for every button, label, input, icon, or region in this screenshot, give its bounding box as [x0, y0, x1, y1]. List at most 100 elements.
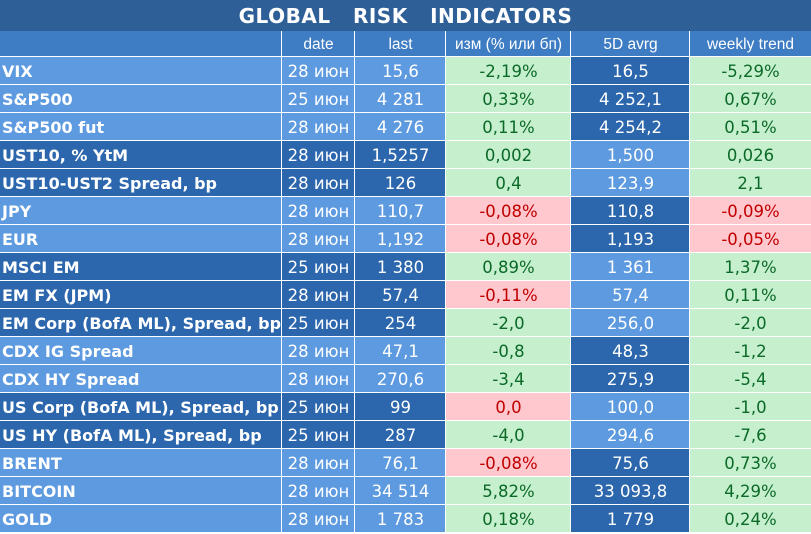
- last-value-cell: 1,192: [355, 225, 446, 252]
- column-header-indicator: [0, 31, 282, 57]
- weekly-trend-cell: 0,67%: [690, 85, 811, 112]
- five-day-average-cell: 75,6: [571, 449, 690, 476]
- group-divider: [0, 252, 811, 253]
- date-cell: 28 июн: [282, 141, 355, 168]
- change-cell: -2,19%: [446, 57, 571, 84]
- column-header-avg5d: 5D avrg: [571, 31, 690, 57]
- five-day-average-cell: 16,5: [571, 57, 690, 84]
- group-divider: [0, 196, 811, 197]
- change-cell: 0,33%: [446, 85, 571, 112]
- weekly-trend-cell: 0,24%: [690, 505, 811, 532]
- column-divider: [281, 31, 282, 534]
- indicator-name: UST10, % YtM: [0, 141, 282, 168]
- change-cell: -0,11%: [446, 281, 571, 308]
- last-value-cell: 4 281: [355, 85, 446, 112]
- date-cell: 28 июн: [282, 449, 355, 476]
- indicator-name: BRENT: [0, 449, 282, 476]
- column-divider: [354, 31, 355, 534]
- last-value-cell: 34 514: [355, 477, 446, 504]
- weekly-trend-cell: -5,4: [690, 365, 811, 392]
- indicator-name: MSCI EM: [0, 253, 282, 280]
- indicator-name: CDX IG Spread: [0, 337, 282, 364]
- column-header-last: last: [355, 31, 446, 57]
- date-cell: 25 июн: [282, 85, 355, 112]
- indicator-name: UST10-UST2 Spread, bp: [0, 169, 282, 196]
- group-divider: [0, 336, 811, 337]
- indicator-name: CDX HY Spread: [0, 365, 282, 392]
- last-value-cell: 1 783: [355, 505, 446, 532]
- weekly-trend-cell: 0,11%: [690, 281, 811, 308]
- five-day-average-cell: 1 361: [571, 253, 690, 280]
- change-cell: -0,08%: [446, 225, 571, 252]
- five-day-average-cell: 100,0: [571, 393, 690, 420]
- change-cell: 0,11%: [446, 113, 571, 140]
- date-cell: 28 июн: [282, 505, 355, 532]
- change-cell: 0,002: [446, 141, 571, 168]
- date-cell: 25 июн: [282, 309, 355, 336]
- indicator-name: JPY: [0, 197, 282, 224]
- weekly-trend-cell: -0,09%: [690, 197, 811, 224]
- column-divider: [570, 31, 571, 534]
- change-cell: -3,4: [446, 365, 571, 392]
- change-cell: 0,89%: [446, 253, 571, 280]
- change-cell: 5,82%: [446, 477, 571, 504]
- last-value-cell: 1,5257: [355, 141, 446, 168]
- five-day-average-cell: 275,9: [571, 365, 690, 392]
- date-cell: 28 июн: [282, 169, 355, 196]
- indicator-name: US HY (BofA ML), Spread, bp: [0, 421, 282, 448]
- group-divider: [0, 140, 811, 141]
- column-header-weekly: weekly trend: [690, 31, 811, 57]
- column-header-date: date: [282, 31, 355, 57]
- five-day-average-cell: 110,8: [571, 197, 690, 224]
- change-cell: 0,18%: [446, 505, 571, 532]
- weekly-trend-cell: -5,29%: [690, 57, 811, 84]
- change-cell: -4,0: [446, 421, 571, 448]
- weekly-trend-cell: 0,026: [690, 141, 811, 168]
- last-value-cell: 287: [355, 421, 446, 448]
- date-cell: 28 июн: [282, 365, 355, 392]
- weekly-trend-cell: -1,0: [690, 393, 811, 420]
- weekly-trend-cell: 0,73%: [690, 449, 811, 476]
- five-day-average-cell: 48,3: [571, 337, 690, 364]
- weekly-trend-cell: 1,37%: [690, 253, 811, 280]
- weekly-trend-cell: -0,05%: [690, 225, 811, 252]
- last-value-cell: 4 276: [355, 113, 446, 140]
- weekly-trend-cell: 2,1: [690, 169, 811, 196]
- last-value-cell: 47,1: [355, 337, 446, 364]
- last-value-cell: 76,1: [355, 449, 446, 476]
- last-value-cell: 99: [355, 393, 446, 420]
- change-cell: -0,08%: [446, 197, 571, 224]
- last-value-cell: 110,7: [355, 197, 446, 224]
- change-cell: -2,0: [446, 309, 571, 336]
- weekly-trend-cell: -7,6: [690, 421, 811, 448]
- last-value-cell: 254: [355, 309, 446, 336]
- last-value-cell: 270,6: [355, 365, 446, 392]
- date-cell: 28 июн: [282, 337, 355, 364]
- date-cell: 28 июн: [282, 477, 355, 504]
- weekly-trend-cell: -1,2: [690, 337, 811, 364]
- date-cell: 28 июн: [282, 281, 355, 308]
- five-day-average-cell: 294,6: [571, 421, 690, 448]
- change-cell: 0,0: [446, 393, 571, 420]
- date-cell: 25 июн: [282, 393, 355, 420]
- indicator-name: BITCOIN: [0, 477, 282, 504]
- five-day-average-cell: 1,193: [571, 225, 690, 252]
- date-cell: 28 июн: [282, 113, 355, 140]
- group-divider: [0, 56, 811, 57]
- indicator-name: VIX: [0, 57, 282, 84]
- weekly-trend-cell: 4,29%: [690, 477, 811, 504]
- five-day-average-cell: 1,500: [571, 141, 690, 168]
- five-day-average-cell: 57,4: [571, 281, 690, 308]
- indicator-name: EUR: [0, 225, 282, 252]
- five-day-average-cell: 256,0: [571, 309, 690, 336]
- column-divider: [689, 31, 690, 534]
- column-header-change: изм (% или бп): [446, 31, 571, 57]
- indicator-name: GOLD: [0, 505, 282, 532]
- change-cell: 0,4: [446, 169, 571, 196]
- five-day-average-cell: 1 779: [571, 505, 690, 532]
- date-cell: 28 июн: [282, 57, 355, 84]
- table-title: GLOBAL RISK INDICATORS: [0, 0, 811, 31]
- five-day-average-cell: 4 254,2: [571, 113, 690, 140]
- date-cell: 28 июн: [282, 197, 355, 224]
